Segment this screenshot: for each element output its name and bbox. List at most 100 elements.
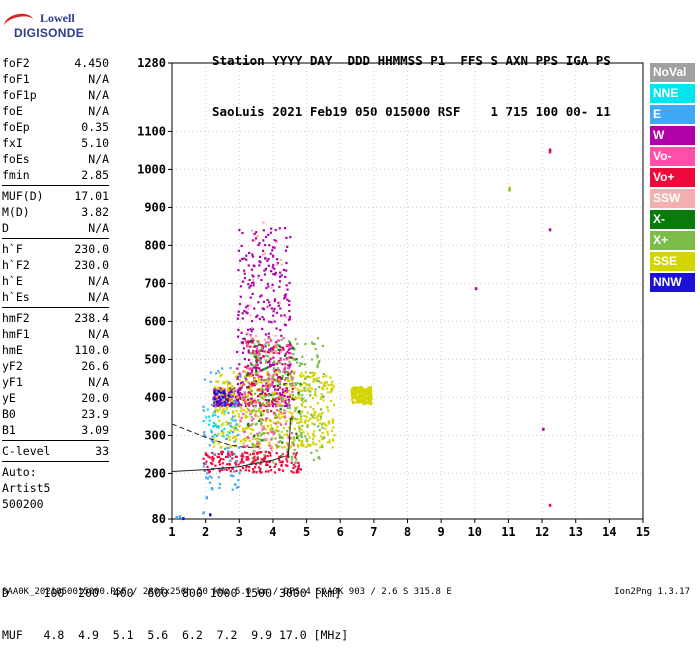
y-tick-label: 700 xyxy=(144,276,166,290)
distance-muf-table: D 100 200 400 600 800 1000 1500 3000 [km… xyxy=(2,558,348,656)
echo-point-x- xyxy=(289,342,292,345)
echo-point-ssw xyxy=(262,221,265,224)
echo-point-sse xyxy=(298,430,301,433)
echo-point-sse xyxy=(319,418,322,421)
echo-point-sse xyxy=(295,397,298,400)
echo-point-x- xyxy=(291,397,294,400)
echo-point-sse xyxy=(330,429,334,432)
echo-point-vo+ xyxy=(248,469,251,472)
param-name: foEs xyxy=(2,152,30,166)
echo-point-sse xyxy=(278,371,281,374)
echo-point-w xyxy=(255,359,258,362)
echo-point-vo+ xyxy=(290,370,293,373)
echo-point-ssw xyxy=(252,437,255,440)
echo-point-vo+ xyxy=(253,399,256,402)
echo-point-vo+ xyxy=(227,467,230,470)
echo-point-vo- xyxy=(275,397,279,400)
echo-point-sse xyxy=(212,436,215,439)
echo-point-vo+ xyxy=(220,453,224,456)
echo-point-w xyxy=(280,314,283,317)
echo-point-e xyxy=(235,459,238,462)
echo-point-nne xyxy=(206,408,209,411)
echo-point-w xyxy=(282,268,285,271)
echo-point-x- xyxy=(290,356,293,359)
echo-point-e xyxy=(229,474,233,477)
echo-point-w xyxy=(284,371,287,374)
echo-point-x+ xyxy=(299,362,302,365)
echo-point-x+ xyxy=(291,378,294,381)
echo-point-w xyxy=(237,335,240,338)
echo-point-sse xyxy=(249,374,252,377)
echo-point-x+ xyxy=(260,347,263,350)
echo-point-x+ xyxy=(286,370,289,373)
echo-point-x+ xyxy=(288,455,291,458)
echo-point-e xyxy=(221,367,224,370)
echo-point-vo- xyxy=(292,384,295,387)
echo-point-w xyxy=(256,363,259,366)
echo-point-sse xyxy=(352,394,355,397)
echo-point-sse xyxy=(311,433,314,436)
echo-point-vo+ xyxy=(297,467,300,470)
echo-point-vo+ xyxy=(265,470,268,473)
echo-point-sse xyxy=(351,387,354,390)
echo-point-sse xyxy=(238,379,241,382)
echo-point-w xyxy=(228,387,231,390)
legend-entry: E xyxy=(650,105,695,124)
echo-point-w xyxy=(286,298,289,301)
echo-point-nne xyxy=(217,426,220,429)
param-row: M(D) 3.82 xyxy=(2,204,109,220)
echo-point-x+ xyxy=(304,343,307,346)
echo-point-x+ xyxy=(273,360,276,363)
echo-point-nnw xyxy=(209,513,212,517)
echo-point-x- xyxy=(259,404,262,407)
echo-point-w xyxy=(232,402,235,405)
echo-point-vo+ xyxy=(258,451,261,454)
echo-point-w xyxy=(251,368,254,372)
echo-point-sse xyxy=(254,444,257,447)
echo-point-sse xyxy=(332,403,336,406)
echo-point-ssw xyxy=(274,334,277,337)
echo-point-x+ xyxy=(252,379,256,383)
echo-point-vo+ xyxy=(244,451,247,454)
y-tick-label: 600 xyxy=(144,314,166,328)
echo-point-x+ xyxy=(309,394,312,397)
echo-point-vo+ xyxy=(245,464,248,467)
echo-point-sse xyxy=(214,386,217,389)
echo-point-sse xyxy=(322,383,326,386)
echo-point-sse xyxy=(296,406,299,409)
echo-point-w xyxy=(286,288,289,291)
echo-point-vo+ xyxy=(218,470,221,473)
echo-point-vo+ xyxy=(217,453,220,456)
echo-point-w xyxy=(274,273,277,276)
echo-point-w xyxy=(288,300,291,303)
echo-point-sse xyxy=(249,432,252,435)
echo-point-ssw xyxy=(261,253,264,256)
echo-point-sse xyxy=(309,417,312,420)
echo-point-x- xyxy=(247,422,250,425)
distance-row: D 100 200 400 600 800 1000 1500 3000 [km… xyxy=(2,586,342,600)
echo-point-e xyxy=(202,409,205,412)
echo-point-sse xyxy=(313,393,316,396)
echo-point-x+ xyxy=(266,410,269,413)
echo-point-sse xyxy=(353,401,356,404)
echo-point-sse xyxy=(284,397,287,401)
echo-point-vo+ xyxy=(259,467,262,471)
echo-point-e xyxy=(202,465,205,468)
echo-point-vo+ xyxy=(288,356,291,359)
echo-point-vo+ xyxy=(219,457,223,461)
echo-point-e xyxy=(205,496,209,500)
echo-point-w xyxy=(274,229,277,232)
echo-point-nnw xyxy=(227,393,230,397)
echo-point-sse xyxy=(221,410,224,414)
echo-point-x- xyxy=(276,385,279,388)
echo-point-sse xyxy=(357,398,360,401)
echo-point-w xyxy=(230,401,233,404)
echo-point-x- xyxy=(279,408,282,411)
echo-point-vo+ xyxy=(251,382,254,385)
echo-point-vo+ xyxy=(251,374,254,377)
echo-point-sse xyxy=(254,412,257,416)
echo-point-e xyxy=(212,440,215,443)
echo-point-w xyxy=(229,405,232,408)
echo-point-vo+ xyxy=(285,387,288,390)
echo-point-x+ xyxy=(274,437,277,440)
